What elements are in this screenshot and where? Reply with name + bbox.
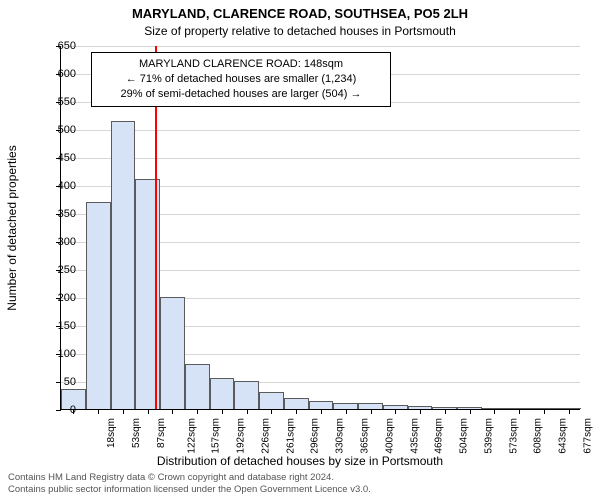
ytick-label: 300 (38, 236, 76, 248)
xtick-label: 608sqm (533, 418, 544, 454)
xtick-mark (519, 409, 520, 414)
ytick-label: 100 (38, 348, 76, 360)
xtick-mark (271, 409, 272, 414)
histogram-bar (86, 202, 111, 409)
xtick-label: 226sqm (261, 418, 272, 454)
ytick-label: 600 (38, 68, 76, 80)
ytick-label: 200 (38, 292, 76, 304)
xtick-label: 504sqm (459, 418, 470, 454)
xtick-label: 18sqm (106, 418, 117, 448)
ytick-label: 550 (38, 96, 76, 108)
xtick-label: 435sqm (409, 418, 420, 454)
xtick-mark (296, 409, 297, 414)
gridline (61, 46, 580, 47)
xtick-mark (420, 409, 421, 414)
xtick-mark (321, 409, 322, 414)
gridline (61, 158, 580, 159)
histogram-bar (185, 364, 210, 409)
ytick-label: 0 (38, 404, 76, 416)
xtick-mark (445, 409, 446, 414)
xtick-label: 365sqm (360, 418, 371, 454)
xtick-label: 400sqm (384, 418, 395, 454)
chart-container: MARYLAND, CLARENCE ROAD, SOUTHSEA, PO5 2… (0, 0, 600, 500)
ytick-label: 400 (38, 180, 76, 192)
xtick-label: 469sqm (434, 418, 445, 454)
xtick-mark (346, 409, 347, 414)
xtick-mark (172, 409, 173, 414)
chart-title-main: MARYLAND, CLARENCE ROAD, SOUTHSEA, PO5 2… (0, 6, 600, 21)
xtick-mark (148, 409, 149, 414)
xtick-mark (123, 409, 124, 414)
plot-area: MARYLAND CLARENCE ROAD: 148sqm← 71% of d… (60, 46, 580, 410)
histogram-bar (259, 392, 284, 409)
x-axis-label: Distribution of detached houses by size … (0, 454, 600, 468)
xtick-mark (98, 409, 99, 414)
xtick-mark (470, 409, 471, 414)
xtick-mark (197, 409, 198, 414)
xtick-mark (569, 409, 570, 414)
gridline (61, 130, 580, 131)
histogram-bar (284, 398, 309, 409)
xtick-label: 157sqm (211, 418, 222, 454)
xtick-label: 539sqm (483, 418, 494, 454)
footer-line2: Contains public sector information licen… (8, 484, 371, 496)
ytick-label: 250 (38, 264, 76, 276)
xtick-label: 87sqm (156, 418, 167, 448)
xtick-label: 261sqm (285, 418, 296, 454)
xtick-mark (222, 409, 223, 414)
ytick-label: 450 (38, 152, 76, 164)
histogram-bar (111, 121, 136, 409)
xtick-label: 330sqm (335, 418, 346, 454)
xtick-label: 677sqm (582, 418, 593, 454)
xtick-label: 296sqm (310, 418, 321, 454)
annotation-box: MARYLAND CLARENCE ROAD: 148sqm← 71% of d… (91, 52, 391, 107)
xtick-label: 573sqm (508, 418, 519, 454)
ytick-label: 500 (38, 124, 76, 136)
xtick-mark (494, 409, 495, 414)
xtick-label: 122sqm (186, 418, 197, 454)
annotation-line3: 29% of semi-detached houses are larger (… (100, 87, 382, 102)
annotation-line1: MARYLAND CLARENCE ROAD: 148sqm (100, 57, 382, 72)
xtick-label: 643sqm (558, 418, 569, 454)
xtick-label: 53sqm (131, 418, 142, 448)
xtick-mark (247, 409, 248, 414)
histogram-bar (210, 378, 235, 409)
ytick-label: 150 (38, 320, 76, 332)
ytick-label: 650 (38, 40, 76, 52)
y-axis-label: Number of detached properties (5, 145, 19, 310)
footer-line1: Contains HM Land Registry data © Crown c… (8, 472, 371, 484)
xtick-mark (544, 409, 545, 414)
footer-attribution: Contains HM Land Registry data © Crown c… (8, 472, 371, 496)
ytick-label: 350 (38, 208, 76, 220)
histogram-bar (234, 381, 259, 409)
xtick-mark (395, 409, 396, 414)
annotation-line2: ← 71% of detached houses are smaller (1,… (100, 72, 382, 87)
ytick-label: 50 (38, 376, 76, 388)
histogram-bar (309, 401, 334, 409)
xtick-label: 192sqm (236, 418, 247, 454)
chart-title-sub: Size of property relative to detached ho… (0, 24, 600, 38)
histogram-bar (160, 297, 185, 409)
xtick-mark (371, 409, 372, 414)
